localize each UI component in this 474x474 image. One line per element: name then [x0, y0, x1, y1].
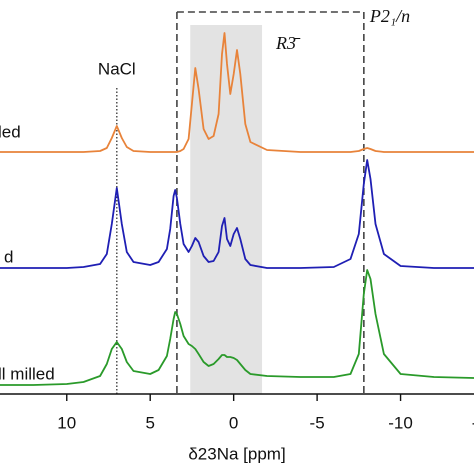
region-label: R3̄ [275, 33, 301, 53]
x-tick-label: -15 [472, 413, 474, 432]
series-label: ll milled [0, 364, 55, 383]
x-tick-label: -5 [310, 413, 325, 432]
marker-label: NaCl [98, 59, 136, 78]
series-label: d [4, 247, 13, 266]
spectrum-line [0, 32, 474, 153]
shaded-region [190, 25, 263, 394]
x-tick-label: 10 [57, 413, 76, 432]
x-axis-label: δ23Na [ppm] [188, 444, 285, 463]
series-label: led [0, 122, 21, 141]
spectrum-line [0, 159, 474, 269]
region-label: P2₁/n [369, 6, 410, 26]
spectrum-line [0, 269, 474, 386]
x-tick-label: 0 [229, 413, 238, 432]
x-tick-label: 5 [145, 413, 154, 432]
x-tick-label: -10 [388, 413, 413, 432]
